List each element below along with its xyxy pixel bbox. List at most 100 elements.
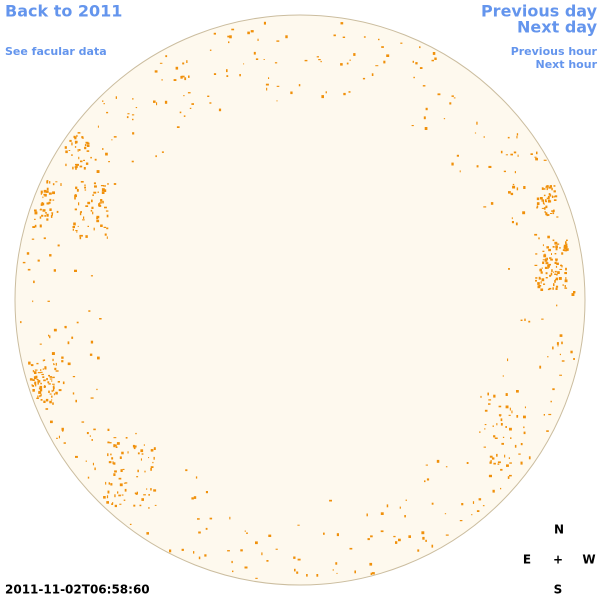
facula	[87, 225, 89, 227]
facula	[552, 287, 554, 290]
facula	[546, 257, 548, 260]
facula	[101, 191, 105, 194]
facula	[543, 207, 546, 210]
facula	[137, 452, 140, 455]
facula	[500, 487, 502, 490]
facula	[408, 535, 411, 538]
facula	[34, 371, 37, 374]
facula	[507, 358, 509, 362]
facula	[516, 390, 519, 393]
facula	[552, 346, 554, 350]
back-link[interactable]: Back to 2011	[5, 2, 122, 21]
facula	[131, 114, 135, 116]
facula	[198, 531, 201, 534]
facula	[218, 108, 222, 112]
facula	[79, 165, 83, 168]
facula	[32, 379, 35, 381]
facula	[552, 246, 555, 248]
facula	[349, 59, 351, 61]
facula	[545, 185, 548, 188]
facula	[85, 460, 87, 462]
facula	[540, 281, 542, 284]
facula	[68, 150, 71, 151]
facula	[553, 199, 557, 201]
facula	[274, 62, 278, 64]
facula	[195, 476, 198, 479]
facula	[538, 237, 540, 240]
facula	[106, 214, 109, 218]
facular-link[interactable]: See facular data	[5, 45, 107, 58]
faculae-layer	[20, 21, 576, 579]
facula	[31, 384, 33, 387]
next-day-link[interactable]: Next day	[517, 18, 598, 37]
facula	[500, 423, 503, 426]
facula	[318, 59, 321, 61]
facula	[85, 162, 89, 165]
facula	[227, 550, 230, 552]
facula	[74, 208, 77, 211]
facula	[114, 494, 116, 498]
previous-day-link[interactable]: Previous day	[481, 2, 598, 21]
facula	[110, 483, 113, 486]
facula	[555, 265, 558, 268]
facula	[362, 77, 366, 80]
facula	[26, 252, 30, 255]
facula	[34, 209, 37, 212]
facula	[539, 197, 543, 200]
facula	[498, 405, 502, 408]
facula	[419, 67, 423, 69]
facula	[191, 103, 194, 105]
facula	[32, 300, 34, 303]
facula	[48, 383, 51, 385]
facula	[544, 211, 546, 213]
facula	[75, 230, 78, 232]
facula	[239, 74, 241, 77]
facula	[209, 49, 212, 51]
previous-hour-link[interactable]: Previous hour	[511, 45, 598, 58]
facula	[123, 499, 126, 501]
facula	[539, 365, 542, 369]
facula	[44, 214, 46, 217]
facula	[482, 505, 485, 507]
facula	[479, 431, 481, 433]
facula	[276, 40, 280, 42]
facula	[74, 146, 77, 148]
facula	[32, 385, 35, 387]
facula	[33, 376, 36, 380]
facula	[565, 267, 567, 271]
facula	[80, 181, 84, 183]
facula	[542, 202, 545, 205]
facula	[55, 391, 58, 395]
facula	[516, 187, 519, 191]
facula	[556, 273, 558, 276]
facula	[559, 247, 561, 249]
facula	[52, 199, 55, 201]
facula	[443, 118, 446, 120]
facula	[541, 199, 543, 202]
facula	[49, 335, 51, 339]
facula	[72, 166, 74, 170]
facula	[415, 62, 418, 65]
facula	[181, 75, 185, 78]
facula	[553, 209, 555, 213]
facula	[40, 388, 43, 392]
facula	[84, 146, 87, 150]
facula	[296, 571, 299, 574]
facula	[41, 202, 45, 206]
facula	[547, 264, 549, 267]
facula	[573, 358, 575, 360]
next-hour-link[interactable]: Next hour	[536, 58, 598, 71]
facula	[93, 227, 95, 231]
facula	[332, 569, 334, 571]
facula	[75, 163, 78, 166]
facula	[423, 116, 426, 120]
facula	[91, 199, 93, 203]
facula	[105, 481, 107, 485]
facula	[124, 488, 127, 492]
facula	[565, 243, 568, 247]
facula	[198, 556, 201, 560]
facula	[550, 194, 552, 197]
facula	[153, 447, 156, 450]
facula	[501, 442, 504, 445]
